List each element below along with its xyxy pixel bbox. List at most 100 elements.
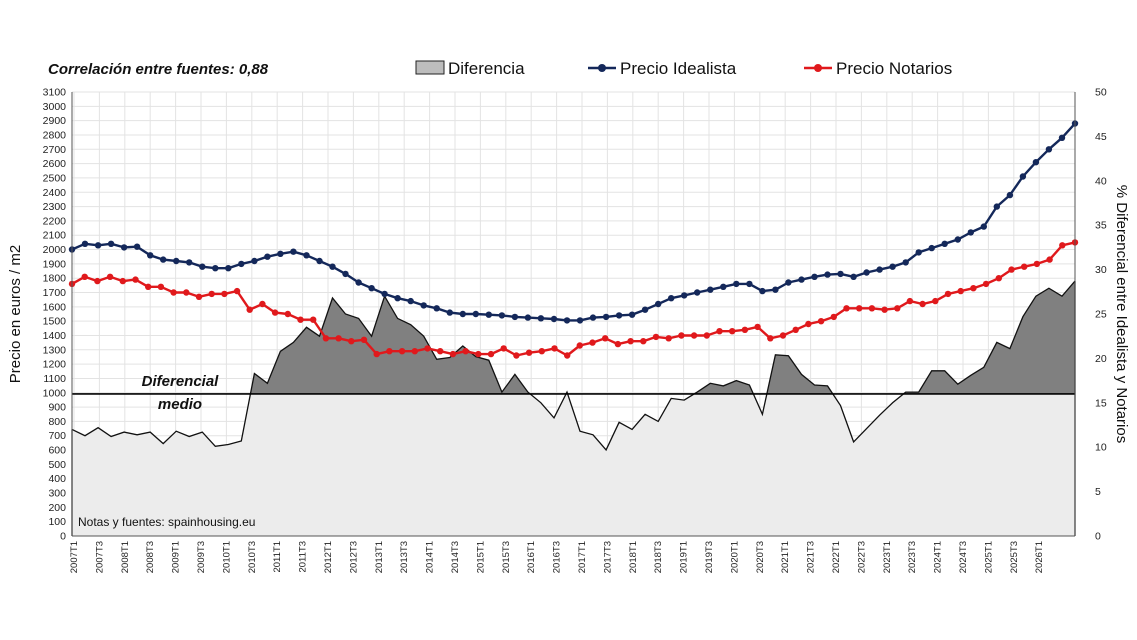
notarios-point: [1033, 260, 1041, 268]
y-tick-label: 2600: [43, 158, 67, 170]
idealista-point: [772, 286, 779, 293]
notarios-point: [525, 349, 533, 356]
idealista-point: [811, 273, 818, 280]
legend-label-idealista: Precio Idealista: [620, 59, 737, 78]
x-tick-label: 2016T3: [552, 541, 563, 573]
notarios-point: [894, 305, 901, 312]
idealista-point: [902, 259, 909, 266]
x-tick-label: 2018T1: [628, 541, 639, 573]
y2-tick-label: 25: [1095, 309, 1107, 321]
y2-tick-label: 15: [1095, 397, 1107, 409]
notarios-point: [767, 335, 774, 342]
idealista-point: [889, 263, 896, 270]
idealista-point: [485, 311, 492, 318]
notarios-point: [424, 345, 431, 352]
idealista-point: [264, 253, 271, 260]
idealista-point: [225, 265, 232, 272]
y-tick-label: 2200: [43, 215, 67, 227]
legend-marker-idealista: [598, 64, 606, 72]
y-tick-label: 1800: [43, 273, 67, 285]
notarios-point: [995, 275, 1002, 282]
x-tick-label: 2026T1: [1034, 541, 1045, 573]
idealista-point: [277, 250, 284, 257]
x-tick-label: 2011T1: [272, 541, 283, 573]
notarios-point: [703, 332, 710, 339]
idealista-point: [980, 223, 987, 230]
y-tick-label: 2300: [43, 201, 67, 213]
idealista-point: [863, 269, 870, 276]
idealista-point: [120, 244, 128, 251]
y2-axis-label: % Diferencial entre Idealista y Notarios: [1113, 185, 1130, 443]
notarios-point: [398, 348, 406, 355]
idealista-point: [381, 290, 388, 298]
y-tick-label: 1500: [43, 316, 67, 328]
idealista-point: [641, 306, 649, 313]
x-tick-label: 2018T3: [653, 541, 664, 573]
idealista-line: [71, 122, 1076, 322]
notarios-point: [640, 338, 647, 345]
notarios-point: [195, 293, 203, 300]
idealista-point: [329, 263, 336, 270]
idealista-point: [1019, 173, 1027, 180]
y-tick-label: 2900: [43, 115, 67, 127]
x-tick-label: 2022T1: [831, 541, 842, 573]
idealista-point: [876, 266, 883, 273]
notarios-point: [170, 289, 177, 296]
y-tick-label: 700: [48, 430, 66, 442]
notarios-point: [957, 287, 964, 295]
notarios-point: [932, 297, 939, 305]
notarios-point: [335, 335, 342, 342]
idealista-point: [746, 280, 753, 288]
x-tick-label: 2015T1: [475, 541, 486, 573]
mean-label-line-2: medio: [158, 396, 202, 413]
x-tick-label: 2012T3: [348, 541, 359, 573]
y-tick-label: 2500: [43, 172, 67, 184]
mean-differential: Diferencial medio: [72, 373, 1075, 413]
axes: 0100200300400500600700800900100011001200…: [43, 87, 1107, 574]
y-tick-label: 3100: [43, 87, 67, 99]
notarios-point: [475, 350, 482, 358]
legend-swatch-diferencia: [415, 60, 445, 75]
notarios-point: [157, 283, 165, 290]
idealista-point: [160, 256, 167, 263]
y2-tick-label: 50: [1095, 87, 1107, 99]
notarios-point: [919, 300, 926, 308]
idealista-point: [394, 295, 401, 302]
y-tick-label: 500: [48, 459, 66, 471]
y-tick-label: 600: [48, 445, 66, 457]
notarios-point: [754, 323, 761, 331]
idealista-point: [1006, 191, 1014, 199]
diff-outline: [71, 280, 1076, 452]
diff-area-above-mean: [250, 281, 1075, 394]
idealista-point: [589, 314, 597, 321]
notarios-point: [538, 348, 545, 355]
idealista-point: [850, 273, 857, 280]
y-tick-label: 2700: [43, 144, 67, 156]
notarios-point: [462, 348, 469, 355]
x-tick-label: 2015T3: [501, 541, 512, 573]
x-tick-label: 2010T3: [247, 541, 258, 573]
notarios-point: [373, 350, 380, 358]
idealista-point: [212, 265, 219, 272]
x-tick-label: 2008T1: [120, 541, 131, 573]
idealista-point: [785, 279, 792, 286]
notarios-point: [106, 273, 114, 280]
idealista-point: [576, 317, 584, 324]
notarios-point: [830, 313, 837, 321]
legend-label-notarios: Precio Notarios: [836, 59, 952, 78]
idealista-point: [655, 300, 662, 308]
notarios-point: [602, 335, 609, 342]
idealista-point: [1045, 146, 1053, 153]
x-tick-label: 2013T1: [374, 541, 385, 573]
notarios-point: [690, 332, 698, 339]
notarios-point: [1059, 242, 1066, 249]
notarios-point: [81, 273, 88, 280]
y-tick-label: 2000: [43, 244, 67, 256]
notarios-point: [437, 348, 444, 355]
notarios-point: [119, 277, 127, 285]
notarios-point: [906, 297, 914, 305]
x-tick-label: 2013T3: [399, 541, 410, 573]
x-tick-label: 2022T3: [856, 541, 867, 573]
y2-tick-label: 45: [1095, 131, 1107, 143]
x-tick-label: 2014T3: [450, 541, 461, 573]
